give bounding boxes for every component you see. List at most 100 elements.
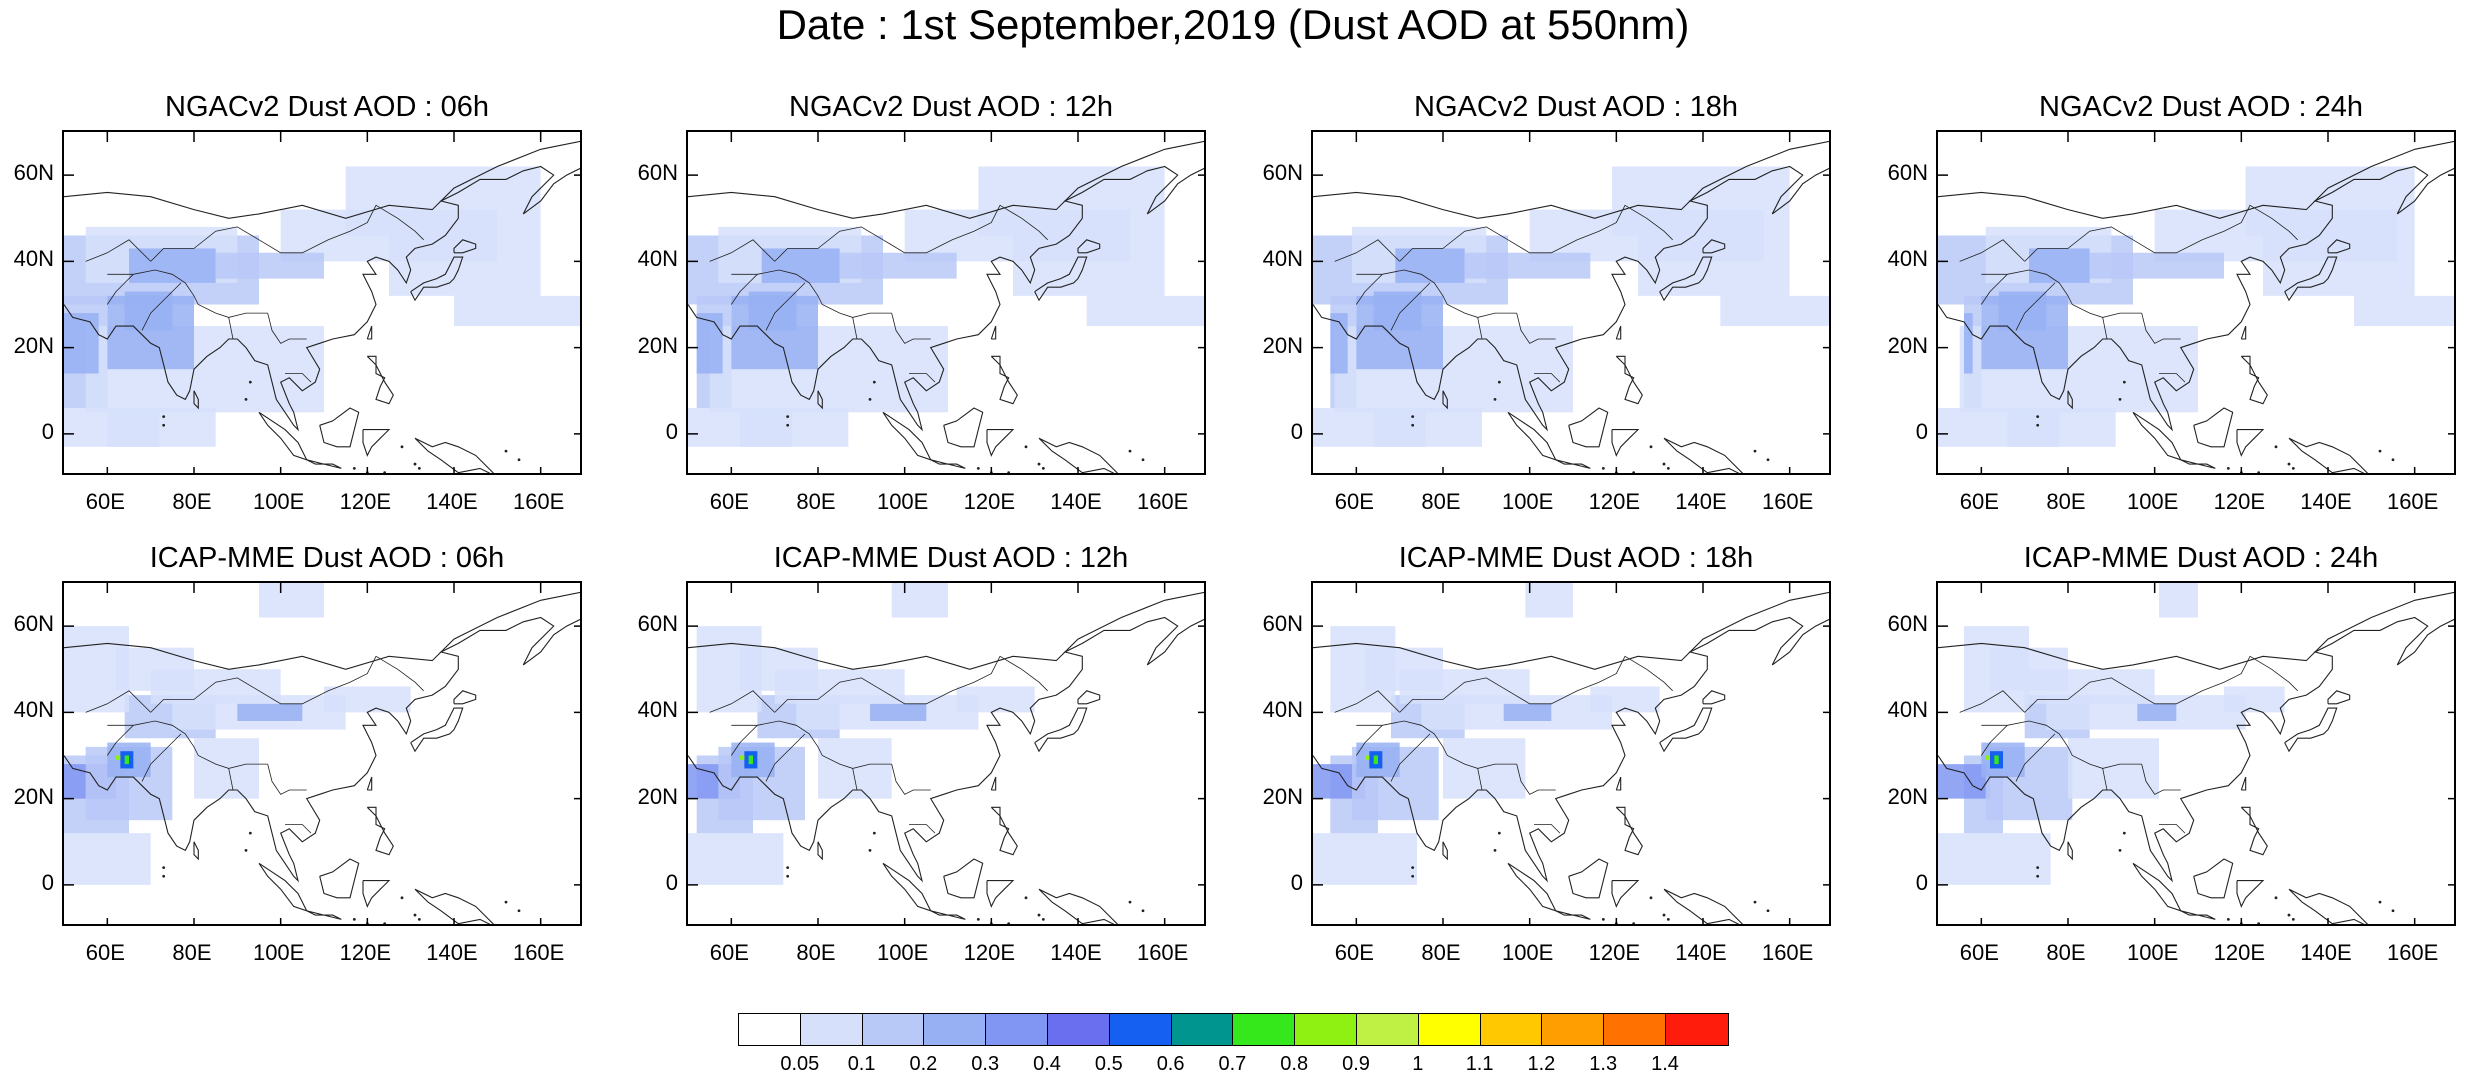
coastline <box>1611 880 1640 908</box>
map-frame <box>62 581 582 926</box>
aod-shading-region <box>1990 647 2068 691</box>
island-marker <box>786 874 790 878</box>
latitude-label: 20N <box>1262 332 1303 358</box>
coastline <box>1615 776 1622 791</box>
longitude-label: 60E <box>1959 940 1999 965</box>
island-marker <box>2391 458 2395 462</box>
island-marker <box>1037 462 1041 466</box>
island-marker <box>1041 466 1045 470</box>
island-marker <box>868 397 872 401</box>
island-marker <box>2036 874 2040 878</box>
country-border <box>731 720 892 769</box>
coastline <box>2240 806 2268 856</box>
country-border <box>1980 274 2008 305</box>
country-border <box>285 824 312 834</box>
island-marker <box>2036 866 2040 870</box>
aod-shading-region <box>696 313 723 374</box>
island-marker <box>352 917 356 921</box>
map-frame <box>686 130 1206 475</box>
longitude-label: 100E <box>1501 940 1554 965</box>
aod-shading-region <box>2263 235 2415 296</box>
island-marker <box>2287 913 2291 917</box>
coastline <box>1034 256 1088 302</box>
aod-shading-region <box>2159 583 2198 618</box>
aod-shading-region <box>956 686 1035 713</box>
longitude-label: 80E <box>2046 940 2086 965</box>
latitude-label: 60N <box>13 160 54 186</box>
coastline <box>2067 390 2073 410</box>
coastline <box>882 411 932 461</box>
longitude-label: 140E <box>1675 489 1727 514</box>
coastline <box>930 910 966 920</box>
island-marker <box>1497 380 1501 384</box>
island-marker <box>162 423 166 427</box>
island-marker <box>1007 471 1011 473</box>
country-border <box>106 725 134 756</box>
coastline <box>1615 325 1622 340</box>
longitude-label: 140E <box>2300 940 2352 965</box>
island-marker <box>2118 848 2122 852</box>
latitude-label: 60N <box>1887 160 1928 186</box>
colorbar-swatch <box>986 1014 1048 1045</box>
latitude-label: 0 <box>665 869 678 895</box>
country-border <box>1334 690 1400 713</box>
aod-shading-region <box>2068 738 2159 799</box>
longitude-label: 100E <box>1501 489 1554 514</box>
coastline <box>2240 325 2247 340</box>
country-border <box>1516 313 1556 344</box>
country-border <box>730 725 758 756</box>
latitude-label: 20N <box>637 332 678 358</box>
island-marker <box>1601 917 1605 921</box>
coastline <box>2284 256 2338 302</box>
latitude-label: 20N <box>1887 783 1928 809</box>
aod-hotspot <box>124 755 129 765</box>
colorbar-swatch <box>862 1014 925 1045</box>
longitude-label: 80E <box>2046 489 2086 514</box>
coastline <box>2284 707 2338 753</box>
coastline <box>688 140 1204 219</box>
latitude-label: 60N <box>1262 611 1303 637</box>
aod-shading-region <box>1464 252 1591 279</box>
aod-shading-region <box>2007 408 2116 447</box>
coastline <box>1442 841 1448 861</box>
longitude-label: 100E <box>876 489 929 514</box>
country-border <box>228 768 234 791</box>
coastline <box>306 459 342 469</box>
coastline <box>362 880 391 908</box>
island-marker <box>517 909 521 913</box>
country-border <box>285 373 312 383</box>
coastline <box>1938 140 2454 219</box>
latitude-label: 0 <box>1915 869 1928 895</box>
latitude-label: 20N <box>637 783 678 809</box>
country-border <box>765 733 806 782</box>
latitude-label: 0 <box>665 418 678 444</box>
coastline <box>319 407 360 448</box>
island-marker <box>2391 909 2395 913</box>
coastline <box>64 165 580 432</box>
latitude-label: 20N <box>1887 332 1928 358</box>
island-marker <box>2036 423 2040 427</box>
coastline <box>258 411 308 461</box>
longitude-label: 80E <box>172 489 212 514</box>
island-marker <box>417 917 421 921</box>
coastline <box>453 239 477 254</box>
aod-shading-region <box>761 248 840 283</box>
coastline <box>64 591 580 670</box>
longitude-label: 60E <box>1334 489 1374 514</box>
coastline <box>986 429 1015 457</box>
island-marker <box>2287 462 2291 466</box>
country-border <box>2015 282 2056 331</box>
island-marker <box>1662 913 1666 917</box>
coastline <box>1611 429 1640 457</box>
coastline <box>990 355 1018 405</box>
island-marker <box>872 831 876 835</box>
island-marker <box>2378 900 2382 904</box>
coastline <box>414 437 495 473</box>
coastline <box>1659 256 1713 302</box>
aod-shading-region <box>2029 248 2090 283</box>
coastline <box>410 256 464 302</box>
island-marker <box>417 466 421 470</box>
country-border <box>267 313 307 344</box>
longitude-label: 100E <box>2126 940 2179 965</box>
coastline <box>688 616 1204 883</box>
